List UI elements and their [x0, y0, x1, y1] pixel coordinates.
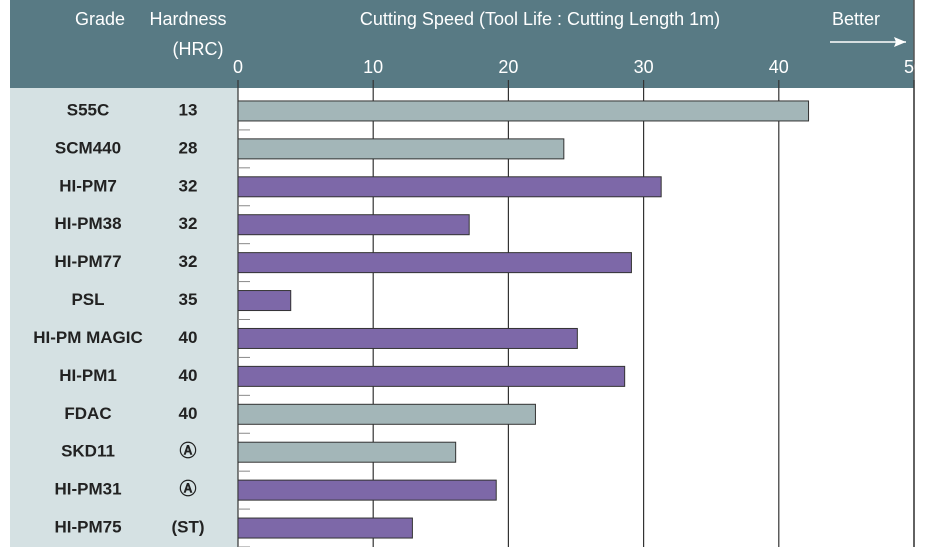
- hardness-label: 40: [179, 328, 198, 347]
- chart-title: Cutting Speed (Tool Life : Cutting Lengt…: [360, 9, 720, 29]
- arrow-head: [894, 37, 906, 47]
- hardness-label: 28: [179, 138, 198, 157]
- y-tick-label: HI-PM7: [59, 176, 117, 195]
- y-tick-label: HI-PM MAGIC: [33, 328, 143, 347]
- bar: [237, 100, 810, 122]
- y-tick-label: PSL: [71, 290, 104, 309]
- hardness-label: 40: [179, 366, 198, 385]
- x-tick-label: 30: [634, 57, 654, 77]
- y-tick-label: HI-PM1: [59, 366, 117, 385]
- y-tick-label: HI-PM75: [54, 518, 121, 537]
- bar: [237, 214, 470, 236]
- x-tick-label: 10: [363, 57, 383, 77]
- hardness-label: (ST): [171, 518, 204, 537]
- annotation: Better: [832, 9, 880, 29]
- y-tick-label: SKD11: [61, 442, 115, 461]
- bar: [237, 517, 413, 539]
- y-tick-label: HI-PM38: [54, 214, 121, 233]
- x-tick-label: 50: [904, 57, 924, 77]
- column-header: (HRC): [173, 39, 224, 59]
- bar: [237, 290, 292, 312]
- hardness-label: 13: [179, 100, 198, 119]
- header-band: [10, 0, 914, 88]
- hardness-label: 32: [179, 214, 198, 233]
- hardness-label: 32: [179, 252, 198, 271]
- bar: [237, 327, 578, 349]
- column-header: Grade: [75, 9, 125, 29]
- x-tick-label: 40: [769, 57, 789, 77]
- y-tick-label: FDAC: [64, 404, 111, 423]
- hardness-label: 35: [179, 290, 198, 309]
- bar: [237, 365, 626, 387]
- hardness-label: Ⓐ: [180, 479, 197, 499]
- y-tick-label: HI-PM31: [54, 480, 121, 499]
- bar: [237, 176, 662, 198]
- bar: [237, 252, 632, 274]
- x-tick-label: 0: [233, 57, 243, 77]
- hardness-label: 32: [179, 176, 198, 195]
- hardness-label: 40: [179, 404, 198, 423]
- y-tick-label: S55C: [67, 100, 110, 119]
- label-panel: [10, 88, 238, 547]
- bar: [237, 138, 565, 160]
- column-header: Hardness: [149, 9, 226, 29]
- y-tick-label: SCM440: [55, 138, 121, 157]
- bar: [237, 441, 457, 463]
- x-tick-label: 20: [498, 57, 518, 77]
- y-tick-label: HI-PM77: [54, 252, 121, 271]
- bar: [237, 479, 497, 501]
- hardness-label: Ⓐ: [180, 441, 197, 461]
- bar: [237, 403, 536, 425]
